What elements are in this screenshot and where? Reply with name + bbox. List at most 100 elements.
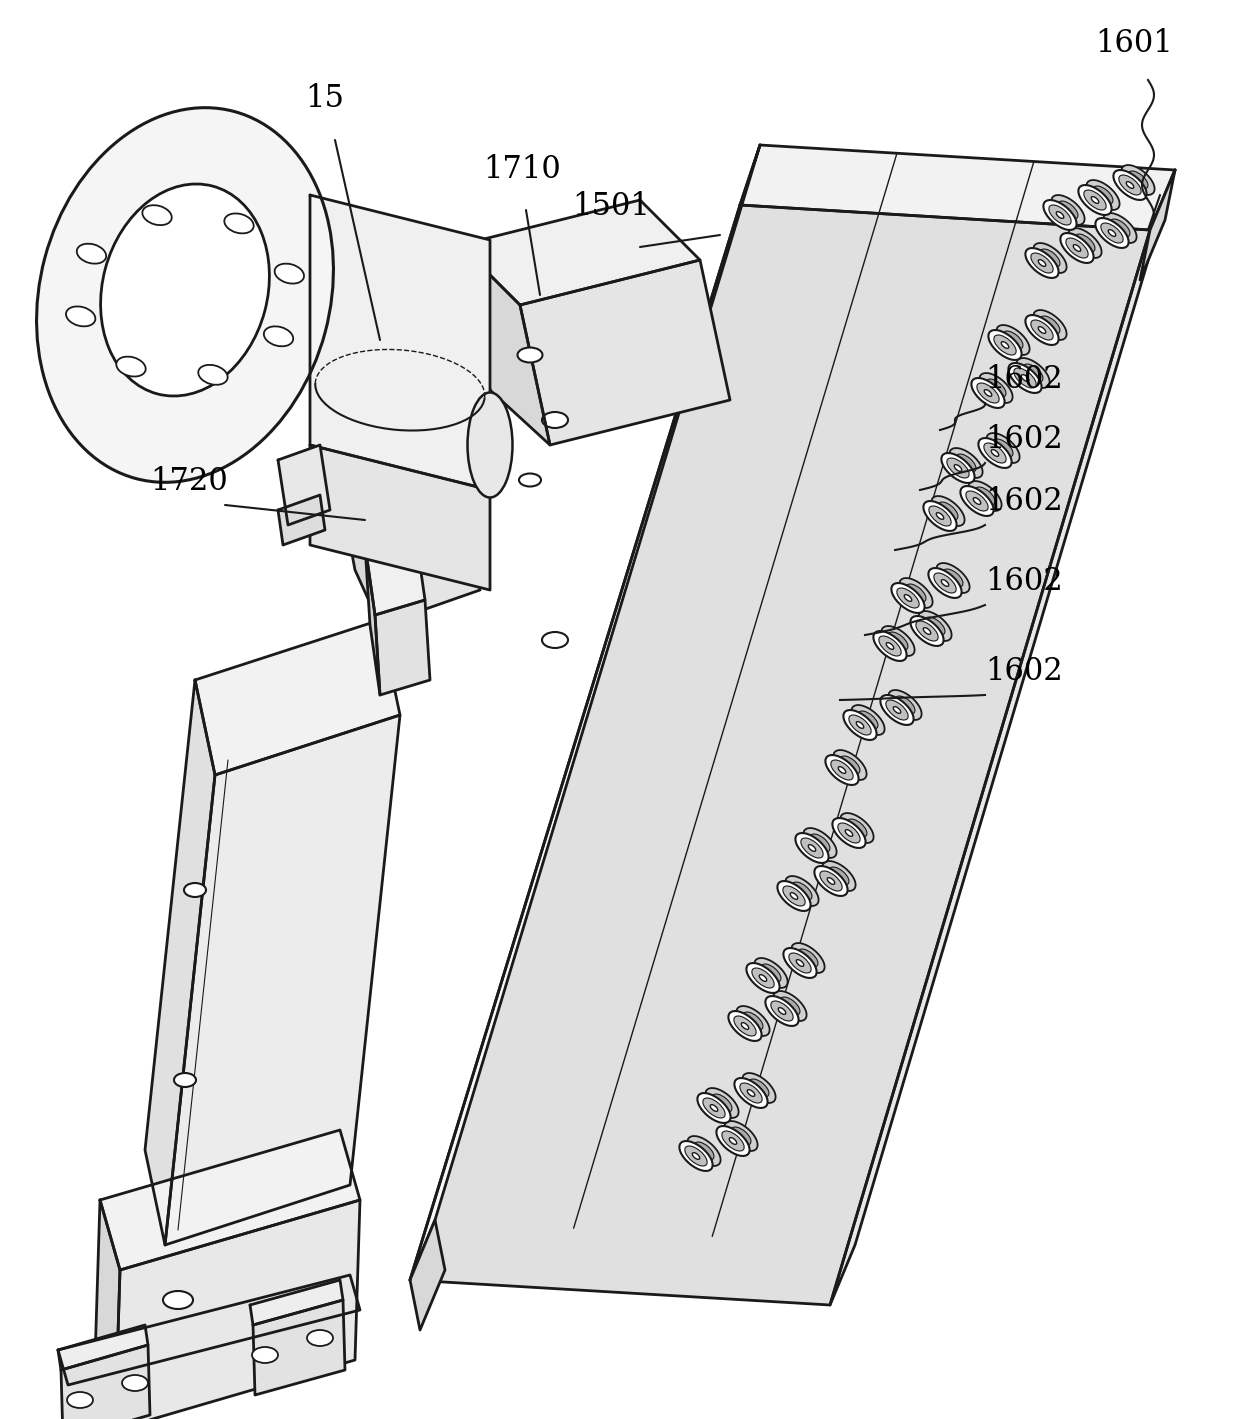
Polygon shape bbox=[100, 1130, 360, 1270]
Ellipse shape bbox=[895, 697, 915, 714]
Polygon shape bbox=[460, 245, 551, 446]
Ellipse shape bbox=[252, 1347, 278, 1364]
Ellipse shape bbox=[1040, 248, 1060, 267]
Ellipse shape bbox=[784, 948, 817, 978]
Ellipse shape bbox=[904, 595, 911, 602]
Ellipse shape bbox=[929, 568, 961, 597]
Ellipse shape bbox=[993, 438, 1013, 457]
Polygon shape bbox=[365, 531, 425, 614]
Ellipse shape bbox=[732, 1127, 751, 1145]
Ellipse shape bbox=[993, 335, 1016, 355]
Ellipse shape bbox=[774, 990, 806, 1020]
Ellipse shape bbox=[899, 578, 932, 607]
Ellipse shape bbox=[717, 1127, 750, 1156]
Ellipse shape bbox=[966, 491, 988, 511]
Ellipse shape bbox=[765, 996, 799, 1026]
Ellipse shape bbox=[759, 975, 766, 982]
Ellipse shape bbox=[799, 949, 818, 966]
Polygon shape bbox=[830, 170, 1176, 1305]
Ellipse shape bbox=[941, 579, 949, 586]
Polygon shape bbox=[460, 200, 701, 305]
Ellipse shape bbox=[924, 501, 956, 531]
Ellipse shape bbox=[754, 958, 787, 988]
Ellipse shape bbox=[832, 817, 866, 849]
Ellipse shape bbox=[950, 448, 982, 478]
Ellipse shape bbox=[1101, 223, 1123, 243]
Ellipse shape bbox=[706, 1088, 739, 1118]
Ellipse shape bbox=[941, 453, 975, 482]
Ellipse shape bbox=[885, 700, 908, 719]
Ellipse shape bbox=[1052, 194, 1085, 226]
Ellipse shape bbox=[687, 1137, 720, 1166]
Ellipse shape bbox=[1040, 316, 1060, 333]
Ellipse shape bbox=[804, 829, 837, 858]
Ellipse shape bbox=[944, 569, 963, 587]
Polygon shape bbox=[520, 260, 730, 446]
Ellipse shape bbox=[936, 563, 970, 593]
Ellipse shape bbox=[1058, 201, 1078, 219]
Ellipse shape bbox=[857, 722, 864, 728]
Ellipse shape bbox=[968, 481, 1002, 511]
Ellipse shape bbox=[67, 1392, 93, 1408]
Ellipse shape bbox=[184, 883, 206, 897]
Ellipse shape bbox=[973, 498, 981, 504]
Polygon shape bbox=[278, 495, 325, 545]
Ellipse shape bbox=[838, 766, 846, 773]
Ellipse shape bbox=[1069, 228, 1101, 258]
Ellipse shape bbox=[711, 1104, 718, 1111]
Ellipse shape bbox=[947, 458, 970, 478]
Ellipse shape bbox=[779, 1007, 786, 1015]
Ellipse shape bbox=[1066, 238, 1089, 258]
Ellipse shape bbox=[743, 1073, 775, 1103]
Ellipse shape bbox=[1092, 186, 1114, 204]
Ellipse shape bbox=[734, 1016, 756, 1036]
Ellipse shape bbox=[971, 377, 1004, 409]
Ellipse shape bbox=[737, 1006, 770, 1036]
Polygon shape bbox=[278, 446, 330, 525]
Ellipse shape bbox=[852, 705, 884, 735]
Ellipse shape bbox=[892, 583, 925, 613]
Polygon shape bbox=[440, 390, 500, 531]
Ellipse shape bbox=[843, 710, 877, 739]
Ellipse shape bbox=[1022, 375, 1029, 382]
Polygon shape bbox=[145, 680, 215, 1244]
Ellipse shape bbox=[467, 393, 512, 498]
Ellipse shape bbox=[66, 307, 95, 326]
Ellipse shape bbox=[833, 751, 867, 780]
Ellipse shape bbox=[746, 964, 780, 993]
Ellipse shape bbox=[729, 1138, 737, 1144]
Ellipse shape bbox=[888, 631, 908, 650]
Ellipse shape bbox=[906, 585, 926, 602]
Ellipse shape bbox=[1126, 182, 1133, 189]
Text: 1501: 1501 bbox=[572, 192, 650, 221]
Ellipse shape bbox=[880, 695, 914, 725]
Ellipse shape bbox=[792, 883, 812, 900]
Ellipse shape bbox=[694, 1142, 714, 1159]
Ellipse shape bbox=[680, 1141, 713, 1171]
Ellipse shape bbox=[1030, 321, 1053, 341]
Polygon shape bbox=[95, 1200, 120, 1419]
Ellipse shape bbox=[697, 1093, 730, 1122]
Text: 1710: 1710 bbox=[484, 155, 560, 184]
Ellipse shape bbox=[1043, 200, 1076, 230]
Ellipse shape bbox=[782, 885, 805, 905]
Ellipse shape bbox=[1030, 253, 1053, 272]
Ellipse shape bbox=[841, 813, 874, 843]
Ellipse shape bbox=[830, 867, 849, 885]
Ellipse shape bbox=[785, 876, 818, 905]
Ellipse shape bbox=[808, 844, 816, 851]
Ellipse shape bbox=[1084, 190, 1106, 210]
Polygon shape bbox=[410, 145, 760, 1280]
Ellipse shape bbox=[983, 443, 1006, 463]
Ellipse shape bbox=[925, 617, 945, 634]
Ellipse shape bbox=[1017, 358, 1049, 387]
Ellipse shape bbox=[980, 373, 1013, 403]
Text: 1602: 1602 bbox=[985, 485, 1063, 517]
Ellipse shape bbox=[143, 206, 172, 226]
Ellipse shape bbox=[703, 1098, 725, 1118]
Ellipse shape bbox=[956, 454, 976, 473]
Ellipse shape bbox=[684, 1147, 707, 1166]
Text: 1602: 1602 bbox=[985, 424, 1063, 455]
Ellipse shape bbox=[1086, 180, 1120, 210]
Ellipse shape bbox=[1110, 219, 1130, 237]
